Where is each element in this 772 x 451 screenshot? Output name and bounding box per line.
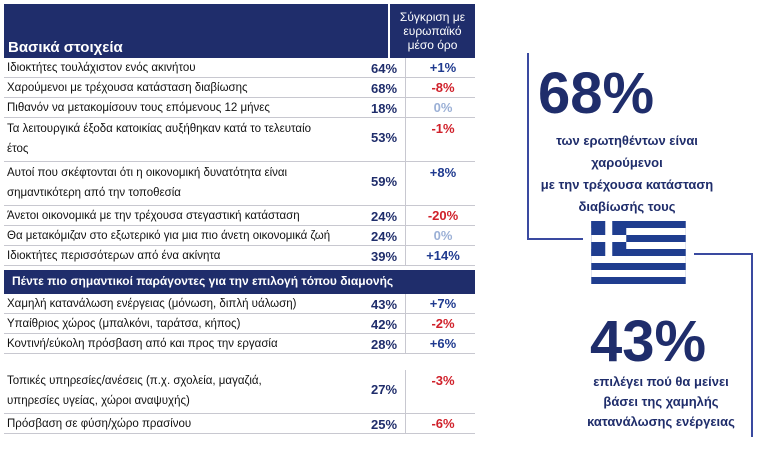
row-eu-comparison: +7% — [429, 296, 457, 311]
column-divider — [405, 58, 406, 77]
table-row: Τα λειτουργικά έξοδα κατοικίας αυξήθηκαν… — [4, 118, 475, 162]
table-row: Πιθανόν να μετακομίσουν τους επόμενους 1… — [4, 98, 475, 118]
row-label: Κοντινή/εύκολη πρόσβαση από και προς την… — [7, 338, 278, 350]
caption-line: βάσει της χαμηλής — [603, 394, 719, 409]
column-divider — [405, 162, 406, 205]
table-row: Θα μετακόμιζαν στο εξωτερικό για μια πιο… — [4, 226, 475, 246]
connector-line — [527, 238, 583, 240]
section-header: Πέντε πιο σημαντικοί παράγοντες για την … — [4, 270, 475, 294]
column-divider — [405, 78, 406, 97]
basic-rows: Ιδιοκτήτες τουλάχιστον ενός ακινήτου 64% +… — [4, 58, 475, 266]
row-percentage: 24% — [370, 209, 398, 224]
row-label: Τα λειτουργικά έξοδα κατοικίας αυξήθηκαν… — [7, 123, 312, 135]
row-eu-comparison: +6% — [429, 336, 457, 351]
row-eu-comparison: +14% — [426, 248, 460, 263]
header-compare-cell: Σύγκριση με ευρωπαϊκό μέσο όρο — [390, 4, 475, 58]
row-eu-comparison: -6% — [431, 416, 455, 431]
row-eu-comparison: +1% — [429, 60, 457, 75]
row-label: Θα μετακόμιζαν στο εξωτερικό για μια πιο… — [7, 230, 331, 242]
key-facts-table: Βασικά στοιχεία Σύγκριση με ευρωπαϊκό μέ… — [4, 4, 475, 434]
caption-line: με την τρέχουσα κατάσταση — [540, 177, 714, 192]
caption-line: των ερωτηθέντων είναι — [556, 133, 698, 148]
row-percentage: 64% — [370, 61, 398, 76]
column-divider — [405, 206, 406, 225]
table-title: Βασικά στοιχεία — [8, 39, 123, 56]
row-eu-comparison: -1% — [431, 121, 455, 136]
caption-line: κατανάλωσης ενέργειας — [587, 414, 735, 429]
caption-line: διαβίωσής τους — [578, 199, 676, 214]
row-percentage: 25% — [370, 417, 398, 432]
table-row: Κοντινή/εύκολη πρόσβαση από και προς την… — [4, 334, 475, 354]
row-percentage: 68% — [370, 81, 398, 96]
row-percentage: 53% — [370, 130, 398, 145]
connector-line — [527, 53, 529, 239]
row-percentage: 59% — [370, 174, 398, 189]
header-title-cell: Βασικά στοιχεία — [4, 4, 388, 58]
row-eu-comparison: +8% — [429, 165, 457, 180]
connector-line — [694, 253, 752, 255]
table-row: Χαρούμενοι με τρέχουσα κατάσταση διαβίωσ… — [4, 78, 475, 98]
greek-flag-icon — [591, 221, 686, 284]
row-eu-comparison: 0% — [433, 100, 453, 115]
stat-energy-caption: επιλέγει πού θα μείνει βάσει της χαμηλής… — [556, 372, 766, 432]
table-row: Πρόσβαση σε φύση/χώρο πρασίνου 25% -6% — [4, 414, 475, 434]
row-label: Ιδιοκτήτες περισσότερων από ένα ακίνητα — [7, 250, 221, 262]
row-label: Αυτοί που σκέφτονται ότι η οικονομική δυ… — [7, 167, 288, 179]
table-header: Βασικά στοιχεία Σύγκριση με ευρωπαϊκό μέ… — [4, 4, 475, 58]
row-percentage: 18% — [370, 101, 398, 116]
table-row: Υπαίθριος χώρος (μπαλκόνι, ταράτσα, κήπο… — [4, 314, 475, 334]
caption-line: χαρούμενοι — [591, 155, 663, 170]
row-percentage: 24% — [370, 229, 398, 244]
column-divider — [405, 246, 406, 265]
table-row: Τοπικές υπηρεσίες/ανέσεις (π.χ. σχολεία,… — [4, 370, 475, 414]
row-eu-comparison: -2% — [431, 316, 455, 331]
table-row: Χαμηλή κατανάλωση ενέργειας (μόνωση, διπ… — [4, 294, 475, 314]
compare-label-line: Σύγκριση με — [399, 10, 466, 24]
row-label-continued: έτος — [7, 143, 29, 155]
row-label: Πιθανόν να μετακομίσουν τους επόμενους 1… — [7, 102, 270, 114]
column-divider — [405, 226, 406, 245]
caption-line: επιλέγει πού θα μείνει — [593, 374, 729, 389]
row-label: Χαμηλή κατανάλωση ενέργειας (μόνωση, διπ… — [7, 298, 297, 310]
compare-label-line: μέσο όρο — [407, 38, 458, 52]
column-divider — [405, 314, 406, 333]
stat-energy-value: 43% — [590, 309, 707, 374]
row-label: Άνετοι οικονομικά με την τρέχουσα στεγασ… — [7, 210, 300, 222]
row-label-continued: υπηρεσίες υγείας, χώροι αναψυχής) — [7, 395, 190, 407]
row-eu-comparison: -20% — [427, 208, 459, 223]
column-divider — [405, 294, 406, 313]
table-row: Αυτοί που σκέφτονται ότι η οικονομική δυ… — [4, 162, 475, 206]
stat-happy-caption: των ερωτηθέντων είναι χαρούμενοι με την … — [532, 130, 722, 218]
row-percentage: 27% — [370, 382, 398, 397]
compare-label-line: ευρωπαϊκό — [403, 24, 462, 38]
row-label: Υπαίθριος χώρος (μπαλκόνι, ταράτσα, κήπο… — [7, 318, 241, 330]
section-title: Πέντε πιο σημαντικοί παράγοντες για την … — [12, 274, 394, 288]
row-percentage: 42% — [370, 317, 398, 332]
row-label-continued: σημαντικότερη από την τοποθεσία — [7, 187, 181, 199]
row-label: Ιδιοκτήτες τουλάχιστον ενός ακινήτου — [7, 62, 196, 74]
row-label: Πρόσβαση σε φύση/χώρο πρασίνου — [7, 418, 192, 430]
row-eu-comparison: -8% — [431, 80, 455, 95]
column-divider — [405, 370, 406, 413]
row-eu-comparison: -3% — [431, 373, 455, 388]
column-divider — [405, 334, 406, 353]
factor-rows: Χαμηλή κατανάλωση ενέργειας (μόνωση, διπ… — [4, 294, 475, 434]
row-percentage: 43% — [370, 297, 398, 312]
table-row: Ιδιοκτήτες περισσότερων από ένα ακίνητα 3… — [4, 246, 475, 266]
column-divider — [405, 118, 406, 161]
row-eu-comparison: 0% — [433, 228, 453, 243]
row-percentage: 28% — [370, 337, 398, 352]
row-label: Τοπικές υπηρεσίες/ανέσεις (π.χ. σχολεία,… — [7, 375, 262, 387]
column-divider — [405, 98, 406, 117]
table-row: Άνετοι οικονομικά με την τρέχουσα στεγασ… — [4, 206, 475, 226]
stat-happy-value: 68% — [538, 61, 655, 126]
table-row: Ιδιοκτήτες τουλάχιστον ενός ακινήτου 64% +… — [4, 58, 475, 78]
row-percentage: 39% — [370, 249, 398, 264]
row-label: Χαρούμενοι με τρέχουσα κατάσταση διαβίωσ… — [7, 82, 248, 94]
connector-line — [751, 253, 753, 437]
column-divider — [405, 414, 406, 433]
